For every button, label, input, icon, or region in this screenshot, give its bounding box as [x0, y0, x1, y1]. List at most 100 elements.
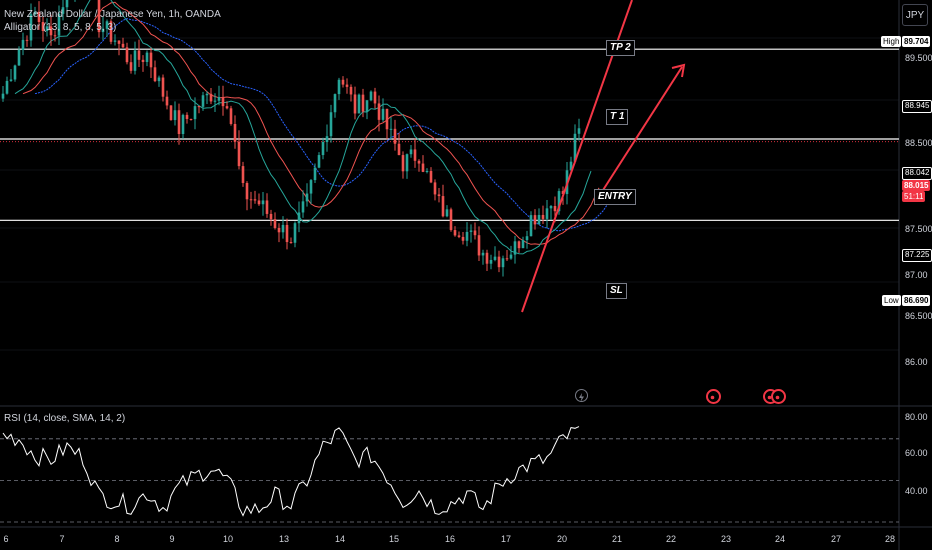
candle-body [525, 236, 529, 241]
candle-body [153, 67, 157, 82]
projection-arrows[interactable] [521, 0, 686, 313]
candle-body [389, 128, 393, 130]
candle-body [221, 97, 225, 107]
candle-body [321, 142, 325, 156]
candle-body [413, 149, 417, 161]
rsi-series-line [2, 426, 580, 517]
tp2-label[interactable]: TP 2 [606, 40, 635, 56]
candle-body [469, 230, 473, 232]
candle-body [397, 143, 401, 156]
candle-body [577, 128, 581, 134]
candle-body [405, 154, 409, 172]
current-price-tag: 88.015 [902, 180, 931, 191]
candle-body [401, 155, 405, 172]
candle-body [465, 231, 469, 241]
candle-body [137, 50, 141, 60]
candle-body [557, 191, 561, 212]
economic-event-icon[interactable] [706, 389, 721, 404]
candles [1, 0, 581, 277]
currency-button[interactable]: JPY [902, 4, 928, 26]
candle-body [317, 155, 321, 168]
candle-body [53, 35, 57, 37]
rsi-scale-labels: 80.00 60.00 40.00 [905, 412, 928, 496]
time-tick-label: 24 [775, 534, 785, 544]
candle-body [457, 235, 461, 237]
candle-body [33, 11, 37, 15]
candle-body [301, 201, 305, 213]
candle-body [533, 215, 537, 225]
candle-body [313, 167, 317, 181]
candle-body [205, 93, 209, 96]
candle-body [333, 94, 337, 113]
time-tick-label: 22 [666, 534, 676, 544]
rsi-legend[interactable]: RSI (14, close, SMA, 14, 2) [4, 413, 126, 424]
candle-body [185, 114, 189, 119]
candle-body [477, 235, 481, 256]
candle-body [249, 199, 253, 201]
candle-body [377, 103, 381, 120]
candle-body [273, 219, 277, 228]
candle-body [253, 199, 257, 201]
candle-body [325, 136, 329, 143]
candle-body [357, 94, 361, 114]
candle-body [345, 84, 349, 87]
time-tick-label: 6 [3, 534, 8, 544]
candle-body [193, 106, 197, 120]
candle-body [173, 110, 177, 121]
time-tick-label: 13 [279, 534, 289, 544]
candle-body [289, 242, 293, 244]
time-tick-label: 10 [223, 534, 233, 544]
candle-body [537, 214, 541, 225]
sl-level-value: 87.225 [902, 249, 932, 262]
t1-label[interactable]: T 1 [606, 109, 629, 125]
candle-body [341, 79, 345, 85]
candle-body [385, 108, 389, 130]
lightning-icon[interactable] [575, 389, 588, 402]
candle-body [417, 160, 421, 164]
countdown-tag: 51:11 [902, 191, 926, 202]
time-tick-label: 9 [169, 534, 174, 544]
candle-body [269, 213, 273, 220]
time-tick-label: 7 [59, 534, 64, 544]
time-tick-label: 15 [389, 534, 399, 544]
candle-body [517, 241, 521, 249]
candle-body [541, 214, 545, 219]
candle-body [573, 133, 577, 162]
candle-body [297, 212, 301, 224]
candle-body [265, 200, 269, 214]
candle-body [553, 206, 557, 212]
candle-body [493, 256, 497, 260]
alligator-legend[interactable]: Alligator (13, 8, 5, 8, 5, 3) [4, 22, 117, 33]
time-tick-label: 16 [445, 534, 455, 544]
alligator-teeth-line [22, 1, 600, 245]
sl-label[interactable]: SL [606, 283, 627, 299]
candle-body [545, 208, 549, 219]
candle-body [157, 77, 161, 82]
candle-body [261, 200, 265, 205]
entry-label[interactable]: ENTRY [594, 189, 636, 205]
candle-body [197, 106, 201, 108]
candle-body [373, 91, 377, 104]
rsi-tick-label: 40.00 [905, 486, 928, 496]
candle-body [329, 112, 333, 137]
candle-body [121, 43, 125, 48]
candle-body [41, 22, 45, 32]
candle-body [337, 79, 341, 95]
candle-body [461, 236, 465, 241]
candle-body [61, 7, 65, 14]
candle-body [105, 21, 109, 29]
candle-body [13, 65, 17, 80]
time-axis-labels: 6 7 8 9 10 13 14 15 16 17 20 21 22 23 24 27 28 [3, 534, 895, 544]
candle-body [361, 94, 365, 112]
candle-body [1, 93, 5, 99]
candle-body [501, 258, 505, 268]
symbol-title[interactable]: New Zealand Dollar / Japanese Yen, 1h, O… [4, 9, 221, 20]
candle-body [445, 209, 449, 217]
candle-body [201, 95, 205, 107]
candle-body [177, 110, 181, 134]
candle-body [25, 39, 29, 41]
candle-body [45, 26, 49, 32]
candle-body [125, 47, 129, 63]
economic-event-icon[interactable] [771, 389, 786, 404]
